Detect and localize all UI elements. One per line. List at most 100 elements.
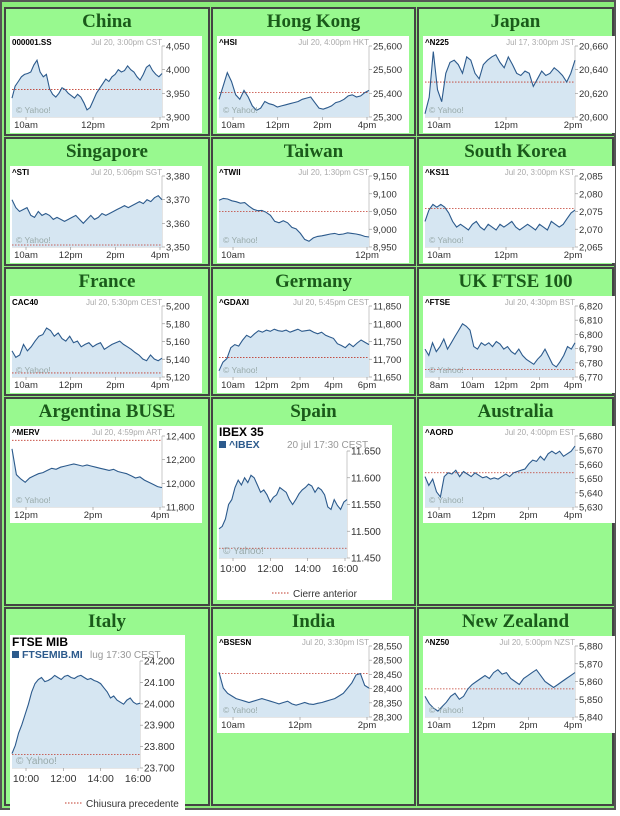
x-tick-label: 10am [221,250,245,261]
y-tick-label: 5,650 [579,474,603,485]
price-area [219,329,369,377]
yahoo-credit: © Yahoo! [223,705,258,715]
market-cell-taiwan: Taiwan ^TWII Jul 20, 1:30pm CST 9,150 9,100 9… [211,137,416,266]
chart-svg: ^BSESN Jul 20, 3:30pm IST 28,550 28,500 28,4… [218,638,402,731]
symbol-label: 000001.SS [12,38,52,47]
x-tick-label: 4pm [151,380,170,391]
x-tick-label: 10am [427,510,451,521]
x-tick-label: 2pm [313,120,332,131]
yahoo-credit: © Yahoo! [223,235,258,245]
x-tick-label: 12pm [494,120,518,131]
yahoo-credit: © Yahoo! [16,495,51,505]
y-tick-label: 11.550 [351,500,381,511]
y-tick-label: 3,380 [166,172,190,183]
stock-chart[interactable]: 000001.SS Jul 20, 3:00pm CST 4,050 4,000 3,9… [10,36,202,133]
y-tick-label: 2,065 [579,243,603,254]
x-tick-label: 10am [221,380,245,391]
chart-date: Jul 20, 4:00pm HKT [298,38,369,47]
chart-svg: ^STI Jul 20, 5:06pm SGT 3,380 3,370 3,360 3,3… [11,168,190,261]
y-tick-label: 28,350 [373,698,402,709]
stock-chart[interactable]: ^HSI Jul 20, 4:00pm HKT 25,600 25,500 25,400… [217,36,409,133]
x-tick-label: 4pm [564,380,583,391]
y-tick-label: 24.200 [144,657,175,668]
price-line [11,327,163,362]
y-tick-label: 5,180 [166,319,190,330]
y-tick-label: 2,080 [579,189,603,200]
yahoo-credit: © Yahoo! [223,365,258,375]
price-area [425,204,575,247]
x-tick-label: 2pm [106,250,125,261]
y-tick-label: 11,800 [373,319,401,330]
market-title: Spain [290,401,337,422]
y-tick-label: 9,100 [373,189,397,200]
series-swatch [12,651,19,658]
y-tick-label: 3,950 [166,89,190,100]
x-tick-label: 14:00 [88,773,114,785]
chart-date: Jul 20, 5:00pm NZST [499,638,575,647]
stock-chart[interactable]: ^NZ50 Jul 20, 5:00pm NZST 5,880 5,870 5,860 5… [423,636,615,733]
y-tick-label: 20,600 [579,113,608,124]
y-tick-label: 25,600 [373,42,402,53]
stock-chart[interactable]: IBEX 35 ^IBEX 20 jul 17:30 CEST 11.650 11.60… [217,425,392,600]
market-title: Italy [88,611,126,632]
market-title: Hong Kong [266,11,361,32]
yahoo-credit: © Yahoo! [223,546,264,557]
chart-svg: ^FTSE Jul 20, 4:30pm BST 6,820 6,810 6,800 6,… [424,298,603,391]
x-tick-label: 8am [430,380,449,391]
chart-svg: 000001.SS Jul 20, 3:00pm CST 4,050 4,000 3,9… [11,38,190,131]
y-tick-label: 9,150 [373,172,397,183]
stock-chart[interactable]: ^FTSE Jul 20, 4:30pm BST 6,820 6,810 6,800 6,… [423,296,615,393]
price-area [425,446,575,507]
y-tick-label: 20,660 [579,42,608,53]
y-tick-label: 5,850 [579,695,603,706]
y-tick-label: 24.100 [144,678,175,689]
stock-chart[interactable]: ^BSESN Jul 20, 3:30pm IST 28,550 28,500 28,4… [217,636,409,733]
x-tick-label: 12pm [59,380,83,391]
market-cell-china: China 000001.SS Jul 20, 3:00pm CST 4,050 4,0… [4,7,210,136]
y-tick-label: 6,810 [579,316,603,327]
price-area [12,448,162,507]
market-title: France [78,271,136,292]
x-tick-label: 12pm [494,380,518,391]
stock-chart[interactable]: CAC40 Jul 20, 5:30pm CEST 5,200 5,180 5,160 5… [10,296,202,393]
x-tick-label: 14:00 [295,563,321,575]
market-title: India [291,611,336,632]
stock-chart[interactable]: ^MERV Jul 20, 4:59pm ART 12,400 12,200 12,00… [10,426,202,523]
symbol-label: ^BSESN [219,638,251,647]
yahoo-credit: © Yahoo! [16,365,51,375]
market-title: Argentina BUSE [38,401,176,422]
y-tick-label: 12,400 [166,432,195,443]
x-tick-label: 10am [427,120,451,131]
market-cell-argentina-buse: Argentina BUSE ^MERV Jul 20, 4:59pm ART 12,… [4,397,210,606]
y-tick-label: 5,670 [579,446,603,457]
x-tick-label: 10am [221,120,245,131]
stock-chart[interactable]: ^AORD Jul 20, 4:00pm EST 5,680 5,670 5,660 5,… [423,426,615,523]
y-tick-label: 3,900 [166,113,190,124]
y-tick-label: 5,840 [579,713,603,724]
market-title: China [82,11,132,32]
stock-chart[interactable]: ^N225 Jul 17, 3:00pm JST 20,660 20,640 20,62… [423,36,615,133]
x-tick-label: 2pm [519,510,538,521]
stock-chart[interactable]: ^KS11 Jul 20, 3:00pm KST 2,085 2,080 2,075 2,… [423,166,615,263]
x-tick-label: 10:00 [220,563,246,575]
chart-date: Jul 17, 3:00pm JST [506,38,575,47]
x-tick-label: 12pm [472,720,496,731]
x-tick-label: 12pm [14,510,38,521]
y-tick-label: 25,500 [373,65,402,76]
price-area [12,195,162,247]
stock-chart[interactable]: ^TWII Jul 20, 1:30pm CST 9,150 9,100 9,050 9,… [217,166,409,263]
symbol-label: ^NZ50 [425,638,450,647]
stock-chart[interactable]: ^STI Jul 20, 5:06pm SGT 3,380 3,370 3,360 3,3… [10,166,202,263]
legend-label: Cierre anterior [293,589,358,600]
y-tick-label: 3,360 [166,219,190,230]
price-line [218,672,370,706]
x-tick-label: 6pm [358,380,377,391]
yahoo-credit: © Yahoo! [16,105,51,115]
stock-chart[interactable]: ^GDAXI Jul 20, 5:45pm CEST 11,850 11,800 11,… [217,296,409,393]
yahoo-credit: © Yahoo! [429,495,464,505]
stock-chart[interactable]: FTSE MIB FTSEMIB.MI lug 17:30 CEST 24.200 24… [10,635,185,810]
y-tick-label: 23.800 [144,742,175,753]
y-tick-label: 28,450 [373,670,402,681]
